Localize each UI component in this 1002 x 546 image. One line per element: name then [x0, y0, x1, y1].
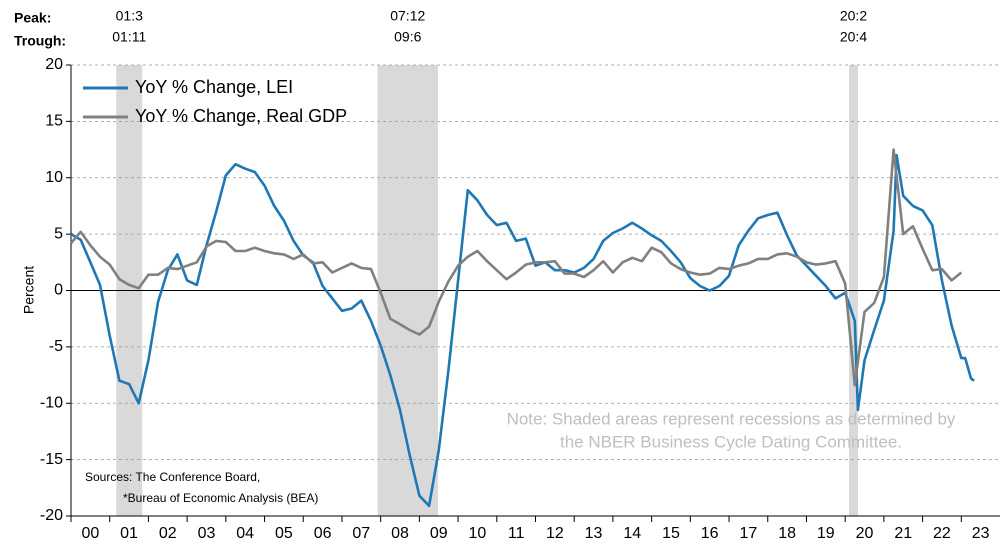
x-tick-label: 15	[662, 525, 680, 542]
y-tick-label: 20	[45, 56, 63, 73]
x-tick-label: 00	[81, 525, 99, 542]
y-tick-label: -15	[40, 451, 63, 468]
x-tick-label: 21	[894, 525, 912, 542]
x-tick-label: 03	[198, 525, 216, 542]
x-tick-label: 02	[159, 525, 177, 542]
source: Sources: The Conference Board,	[85, 470, 260, 484]
trough-label: Trough:	[14, 33, 66, 49]
legend-label: YoY % Change, LEI	[135, 77, 293, 97]
source: *Bureau of Economic Analysis (BEA)	[123, 491, 318, 505]
peak-label: Peak:	[14, 10, 51, 26]
x-tick-label: 14	[623, 525, 641, 542]
x-tick-label: 08	[391, 525, 409, 542]
y-tick-label: 5	[54, 225, 63, 242]
y-tick-label: 0	[54, 282, 63, 299]
x-tick-label: 23	[972, 525, 990, 542]
recession-trough: 20:4	[840, 29, 867, 45]
series-line	[70, 148, 963, 387]
y-tick-label: 10	[45, 169, 63, 186]
recession-peak: 01:3	[116, 8, 143, 24]
x-tick-label: 06	[314, 525, 332, 542]
x-tick-label: 16	[701, 525, 719, 542]
recession-peak: 20:2	[840, 8, 867, 24]
legend-label: YoY % Change, Real GDP	[135, 106, 347, 126]
y-axis-label: Percent	[21, 266, 37, 314]
x-tick-label: 20	[856, 525, 874, 542]
x-tick-label: 13	[585, 525, 603, 542]
recession-trough: 01:11	[112, 29, 146, 45]
series-line	[70, 153, 975, 508]
y-tick-label: 15	[45, 113, 63, 130]
x-tick-label: 09	[430, 525, 448, 542]
x-tick-label: 04	[236, 525, 254, 542]
y-tick-label: -5	[49, 338, 63, 355]
x-tick-label: 17	[739, 525, 757, 542]
x-tick-label: 11	[508, 525, 525, 542]
y-tick-label: -20	[40, 507, 63, 524]
x-tick-label: 12	[546, 525, 564, 542]
y-tick-label: -10	[40, 394, 63, 411]
note: the NBER Business Cycle Dating Committee…	[560, 432, 902, 451]
recession-peak: 07:12	[390, 8, 425, 24]
x-tick-label: 10	[469, 525, 487, 542]
x-tick-label: 22	[933, 525, 951, 542]
x-tick-label: 05	[275, 525, 293, 542]
x-tick-label: 18	[778, 525, 796, 542]
x-tick-label: 01	[120, 525, 138, 542]
x-tick-label: 07	[352, 525, 370, 542]
recession-trough: 09:6	[394, 29, 421, 45]
note: Note: Shaded areas represent recessions …	[507, 409, 956, 428]
x-tick-label: 19	[817, 525, 835, 542]
